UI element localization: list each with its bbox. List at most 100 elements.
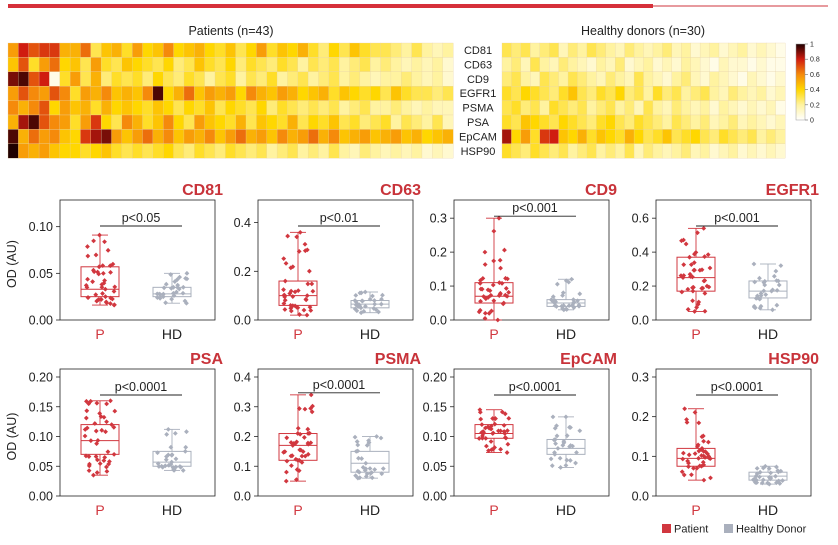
data-point-hd xyxy=(563,306,569,312)
data-point-p xyxy=(108,270,113,275)
data-point-p xyxy=(305,426,311,432)
data-point-p xyxy=(105,247,111,253)
data-point-p xyxy=(109,296,115,302)
healthy-heatmap-cell xyxy=(765,143,777,159)
data-point-p xyxy=(701,438,707,444)
patients-heatmap-cell xyxy=(328,57,340,72)
patients-heatmap-cell xyxy=(432,114,444,130)
patients-heatmap-cell xyxy=(380,114,392,130)
box-p xyxy=(278,280,318,306)
patients-heatmap-cell xyxy=(390,143,402,159)
healthy-heatmap-cell xyxy=(615,114,626,130)
patients-heatmap-cell xyxy=(256,86,268,101)
y-axis-label: OD (AU) xyxy=(5,413,19,461)
healthy-heatmap-cell xyxy=(586,86,597,101)
data-point-p xyxy=(84,285,90,290)
data-point-hd xyxy=(766,474,772,480)
patients-heatmap-cell xyxy=(256,42,268,58)
healthy-heatmap-cell xyxy=(718,143,729,159)
patients-heatmap-cell xyxy=(339,86,350,101)
data-point-p xyxy=(107,263,113,269)
patients-heatmap-cell xyxy=(401,71,413,87)
data-point-p xyxy=(91,238,97,244)
data-point-p xyxy=(700,459,706,465)
healthy-heatmap-cell xyxy=(530,42,541,58)
panel-title: CD81 xyxy=(182,182,223,199)
p-value-label: p<0.0001 xyxy=(711,380,764,394)
data-point-hd xyxy=(549,463,555,469)
patients-heatmap-cell xyxy=(349,143,361,159)
patients-heatmap-cell xyxy=(173,100,185,116)
patients-heatmap-cell xyxy=(59,42,71,58)
healthy-heatmap-cell xyxy=(605,57,616,72)
data-point-p xyxy=(297,229,303,235)
data-point-hd xyxy=(762,278,768,284)
patients-heatmap-cell xyxy=(121,114,133,130)
data-point-hd xyxy=(177,274,183,280)
patients-heatmap-cell xyxy=(38,129,50,144)
data-point-p xyxy=(104,300,110,306)
data-point-p xyxy=(90,279,95,285)
patients-heatmap-cell xyxy=(359,71,371,87)
data-point-hd xyxy=(774,480,779,486)
patients-heatmap-cell xyxy=(173,86,185,101)
patients-heatmap-cell xyxy=(69,42,81,58)
patients-heatmap-cell xyxy=(380,71,392,87)
patients-heatmap-cell xyxy=(442,57,454,72)
patients-heatmap-cell xyxy=(90,86,102,101)
healthy-heatmap-cell xyxy=(624,86,635,101)
data-point-p xyxy=(708,475,713,481)
patients-heatmap-cell xyxy=(411,86,423,101)
patients-heatmap-cell xyxy=(142,42,154,58)
data-point-hd xyxy=(352,434,358,440)
healthy-heatmap-cell xyxy=(690,143,701,159)
p-value-label: p<0.0001 xyxy=(115,380,168,394)
data-point-hd xyxy=(751,476,757,482)
healthy-heatmap-cell xyxy=(577,114,588,130)
panel-title: EpCAM xyxy=(560,351,617,368)
data-point-p xyxy=(106,461,112,467)
patients-heatmap-cell xyxy=(173,143,185,159)
y-tick-label: 0.15 xyxy=(29,400,53,414)
data-point-hd xyxy=(577,428,583,434)
data-point-hd xyxy=(575,298,580,304)
patients-heatmap-cell xyxy=(194,129,206,144)
y-tick-label: 0.0 xyxy=(430,314,447,328)
patients-heatmap-cell xyxy=(235,86,247,101)
patients-heatmap-cell xyxy=(38,143,50,159)
data-point-p xyxy=(681,472,687,478)
patients-heatmap-cell xyxy=(7,114,19,130)
data-point-p xyxy=(681,237,686,243)
patients-heatmap-cell xyxy=(421,100,433,116)
data-point-p xyxy=(302,406,308,412)
data-point-hd xyxy=(757,296,763,302)
data-point-hd xyxy=(571,305,577,311)
box-p xyxy=(676,447,716,467)
healthy-heatmap-cell xyxy=(709,114,720,130)
patients-heatmap-cell xyxy=(297,86,309,101)
panel-title: PSA xyxy=(190,351,223,368)
data-point-p xyxy=(305,451,311,457)
data-point-p xyxy=(84,408,90,414)
patients-heatmap-cell xyxy=(287,100,299,116)
data-point-p xyxy=(492,421,498,427)
patients-heatmap-cell xyxy=(18,100,30,116)
data-point-hd xyxy=(567,458,573,463)
healthy-heatmap-cell xyxy=(652,57,663,72)
data-point-hd xyxy=(353,292,359,298)
healthy-heatmap-cell xyxy=(586,100,597,116)
patients-heatmap-cell xyxy=(100,114,112,130)
data-point-p xyxy=(93,428,99,434)
healthy-heatmap-cell xyxy=(501,86,512,101)
data-point-hd xyxy=(182,448,188,454)
y-tick-label: 0.4 xyxy=(632,246,649,260)
healthy-heatmap-cell xyxy=(530,71,541,87)
patients-heatmap-cell xyxy=(80,100,92,116)
data-point-p xyxy=(689,472,694,478)
data-point-p xyxy=(306,268,312,274)
data-point-p xyxy=(107,301,113,306)
data-point-hd xyxy=(160,291,166,297)
patients-heatmap-cell xyxy=(121,129,133,144)
patients-heatmap-cell xyxy=(245,129,257,144)
x-category-label: P xyxy=(95,326,104,342)
